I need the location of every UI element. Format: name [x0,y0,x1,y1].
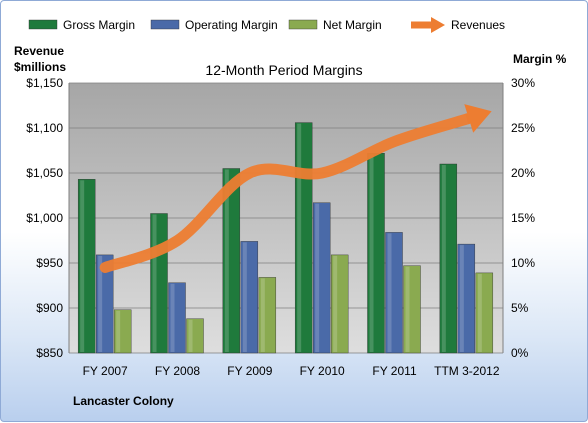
legend-swatch [28,19,58,30]
right-axis-label: Margin % [513,52,567,66]
bar-operating-margin [168,282,186,354]
bar-highlight [116,310,121,352]
bar-highlight [98,255,103,352]
bar-highlight [242,242,247,352]
x-tick-label: FY 2011 [372,364,417,378]
bar-highlight [459,245,464,352]
bar-gross-margin [294,122,313,354]
bar-highlight [224,169,229,352]
bar-net-margin [403,265,421,354]
bar-highlight [333,255,338,352]
chart-title: 12-Month Period Margins [205,62,362,78]
bar-operating-margin [385,232,403,354]
bar-operating-margin [240,241,259,354]
bar-gross-margin [222,168,241,354]
bar-net-margin [186,318,204,354]
bar-net-margin [475,272,494,354]
right-tick-label: 5% [511,301,529,315]
left-axis-label-line2: $millions [14,60,66,74]
right-tick-label: 0% [511,346,529,360]
revenue-line [99,104,492,273]
right-tick-label: 30% [511,76,535,90]
bar-highlight [152,214,157,352]
revenue-arrow-shaft [465,113,471,125]
footer-label: Lancaster Colony [73,394,174,408]
left-tick-label: $1,050 [26,166,63,180]
revenue-line-path [99,113,473,273]
right-tick-label: 20% [511,166,535,180]
bar-highlight [441,165,446,352]
bar-net-margin [330,254,349,354]
legend-label: Gross Margin [63,18,135,32]
bar-highlight [297,123,302,352]
bar-highlight [80,180,85,352]
legend-label: Revenues [451,18,505,32]
bar-gross-margin [439,163,458,354]
revenue-arrowhead [464,104,492,133]
x-tick-label: FY 2010 [300,364,345,378]
bar-highlight [405,266,410,352]
legend: Gross Margin Operating Margin Net Margin Re… [28,17,505,33]
x-tick-label: FY 2008 [155,364,200,378]
right-tick-label: 10% [511,256,535,270]
right-tick-label: 25% [511,121,535,135]
bar-operating-margin [95,254,114,354]
right-tick-label: 15% [511,211,535,225]
bar-highlight [260,278,265,352]
bar-highlight [477,273,482,352]
legend-swatch [150,19,180,30]
bar-highlight [387,233,392,352]
bar-highlight [315,203,320,352]
x-tick-label: FY 2009 [227,364,272,378]
legend-label: Net Margin [323,18,382,32]
bar-gross-margin [77,179,96,354]
bar-operating-margin [312,202,331,354]
left-tick-label: $850 [36,346,63,360]
left-axis-label-line1: Revenue [14,44,64,58]
legend-arrowhead [431,17,445,33]
x-tick-label: TTM 3-2012 [434,364,500,378]
bar-operating-margin [457,243,476,354]
bar-net-margin [113,309,132,354]
bars [77,122,494,354]
legend-swatch [288,19,318,30]
x-tick-label: FY 2007 [83,364,128,378]
left-tick-label: $1,000 [26,211,63,225]
left-tick-label: $1,150 [26,76,63,90]
bar-highlight [369,154,374,352]
bar-net-margin [258,277,277,354]
axes: $850 0% $900 5% $950 10% $1,000 15% $1,050 20% $1,… [26,76,535,378]
left-tick-label: $950 [36,256,63,270]
bar-highlight [188,319,193,352]
bar-highlight [170,283,175,352]
left-tick-label: $1,100 [26,121,63,135]
legend-label: Operating Margin [185,18,278,32]
left-tick-label: $900 [36,301,63,315]
